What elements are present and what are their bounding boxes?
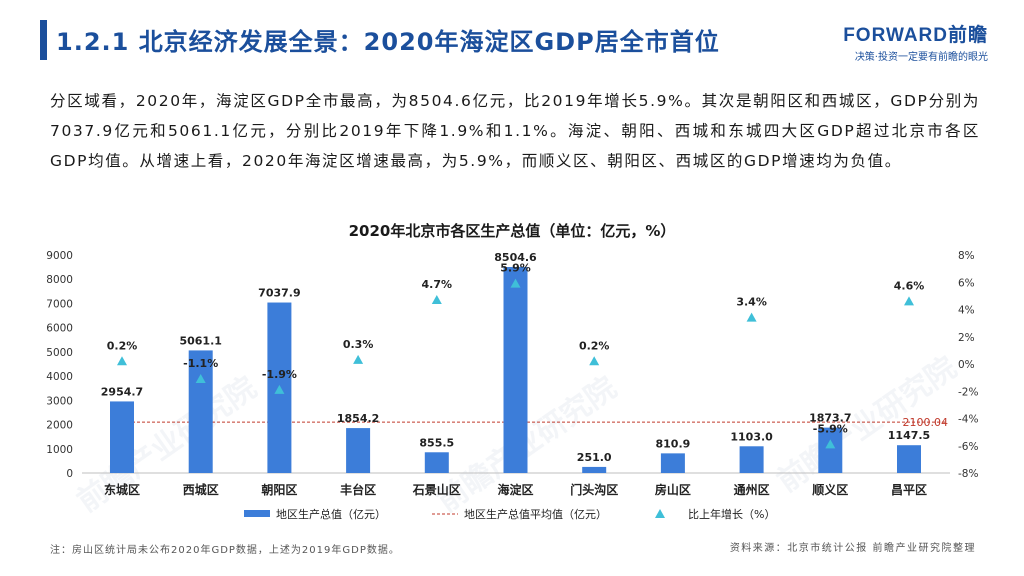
bar-value-label: 2954.7 (101, 385, 143, 398)
y-right-tick-label: 4% (958, 305, 975, 317)
y-axis-left: 0 1000 2000 3000 4000 5000 6000 7000 8000 9000 (46, 250, 73, 480)
x-tick-label: 石景山区 (412, 482, 461, 497)
page-title: 1.2.1 北京经济发展全景：2020年海淀区GDP居全市首位 (56, 28, 720, 56)
x-tick-label: 海淀区 (497, 482, 533, 497)
growth-marker (825, 439, 836, 449)
x-axis: 东城区 西城区 朝阳区 丰台区 石景山区 海淀区 门头沟区 房山区 通州区 顺义区 昌平区 (82, 472, 950, 497)
growth-value-label: 0.2% (107, 339, 138, 352)
bar-value-label: 251.0 (577, 451, 612, 464)
bar-value-label: 1103.0 (730, 430, 773, 443)
footnote: 注：房山区统计局未公布2020年GDP数据，上述为2019年GDP数据。 (50, 545, 400, 556)
y-right-tick-label: -6% (958, 441, 978, 453)
y-left-tick-label: 0 (66, 468, 73, 480)
y-left-tick-label: 2000 (46, 420, 73, 432)
growth-value-label: -5.9% (813, 422, 848, 435)
y-left-tick-label: 5000 (46, 347, 73, 359)
legend-swatch-bar (244, 510, 270, 517)
y-left-tick-label: 8000 (46, 274, 73, 286)
growth-series: 0.2% -1.1% -1.9% 0.3% 4.7% 5.9% 0.2% 3.4% -5.9% 4… (107, 262, 925, 449)
bar (739, 446, 764, 473)
bar (818, 427, 843, 473)
growth-value-label: 0.3% (343, 338, 374, 351)
y-left-tick-label: 7000 (46, 298, 73, 310)
bar (660, 453, 685, 473)
growth-value-label: 0.2% (579, 339, 610, 352)
growth-marker (117, 356, 127, 366)
bar (346, 428, 371, 473)
x-tick-label: 房山区 (655, 482, 691, 497)
y-right-tick-label: 0% (958, 359, 975, 371)
chart-title: 2020年北京市各区生产总值（单位：亿元，%） (348, 222, 676, 240)
brand-logo: FORWARD前瞻 决策·投资一定要有前瞻的眼光 (843, 20, 988, 63)
y-axis-right: -8% -6% -4% -2% 0% 2% 4% 6% 8% (958, 250, 978, 480)
bar-series: 2954.7 5061.1 7037.9 1854.2 855.5 8504.6 251.0… (101, 251, 930, 473)
legend-label-growth: 比上年增长（%） (688, 507, 775, 521)
legend-swatch-growth (655, 509, 665, 518)
y-right-tick-label: 6% (958, 277, 975, 289)
summary-paragraph: 分区域看，2020年，海淀区GDP全市最高，为8504.6亿元，比2019年增长… (50, 92, 980, 170)
x-tick-label: 朝阳区 (261, 482, 297, 497)
legend-label-bar: 地区生产总值（亿元） (276, 507, 386, 521)
growth-marker (904, 296, 914, 306)
bar-value-label: 1873.7 (809, 412, 851, 425)
bar (110, 401, 134, 473)
growth-marker (589, 356, 600, 366)
bar-value-label: 810.9 (656, 437, 691, 450)
x-tick-label: 东城区 (104, 482, 140, 497)
growth-value-label: -1.9% (262, 368, 297, 381)
y-left-tick-label: 1000 (46, 444, 73, 456)
y-left-tick-label: 3000 (46, 395, 73, 407)
x-tick-label: 昌平区 (891, 483, 927, 497)
bar (582, 466, 607, 473)
logo-text: FORWARD前瞻 (843, 25, 988, 46)
x-tick-label: 西城区 (183, 482, 219, 497)
bar-value-label: 1854.2 (337, 412, 379, 425)
growth-marker (510, 278, 521, 288)
x-tick-label: 顺义区 (812, 482, 848, 497)
growth-value-label: 4.6% (894, 279, 925, 292)
bar (897, 445, 921, 473)
y-right-tick-label: 2% (958, 332, 975, 344)
bar (503, 266, 528, 473)
bar-value-label: 8504.6 (494, 251, 537, 264)
x-tick-label: 通州区 (734, 482, 770, 497)
y-left-tick-label: 4000 (46, 371, 73, 383)
x-tick-label: 丰台区 (340, 482, 376, 497)
bar-value-label: 1147.5 (888, 429, 930, 442)
source-note: 资料来源：北京市统计公报 前瞻产业研究院整理 (729, 543, 976, 554)
growth-value-label: 3.4% (736, 296, 767, 309)
x-tick-label: 门头沟区 (570, 482, 618, 497)
growth-marker (274, 384, 285, 394)
growth-value-label: 5.9% (500, 262, 531, 275)
y-left-tick-label: 9000 (46, 250, 73, 262)
bar-value-label: 7037.9 (258, 287, 300, 300)
legend-label-average: 地区生产总值平均值（亿元） (464, 507, 607, 521)
average-line-layer: 2100.04 (122, 416, 948, 429)
legend: 地区生产总值（亿元） 地区生产总值平均值（亿元） 比上年增长（%） (244, 507, 775, 521)
bar (424, 452, 449, 473)
average-label: 2100.04 (903, 416, 949, 429)
bar-value-label: 855.5 (419, 436, 454, 449)
growth-marker (195, 373, 206, 383)
y-right-tick-label: 8% (958, 250, 975, 262)
growth-marker (431, 294, 442, 304)
y-left-tick-label: 6000 (46, 323, 73, 335)
growth-value-label: -1.1% (183, 357, 218, 370)
bar (188, 350, 213, 473)
y-right-tick-label: -2% (958, 386, 978, 398)
y-right-tick-label: -4% (958, 414, 978, 426)
y-right-tick-label: -8% (958, 468, 978, 480)
bar-value-label: 5061.1 (179, 334, 221, 347)
growth-marker (353, 354, 364, 364)
growth-marker (746, 312, 757, 322)
title-accent-bar (40, 20, 47, 60)
logo-slogan: 决策·投资一定要有前瞻的眼光 (854, 52, 988, 63)
growth-value-label: 4.7% (422, 278, 453, 291)
